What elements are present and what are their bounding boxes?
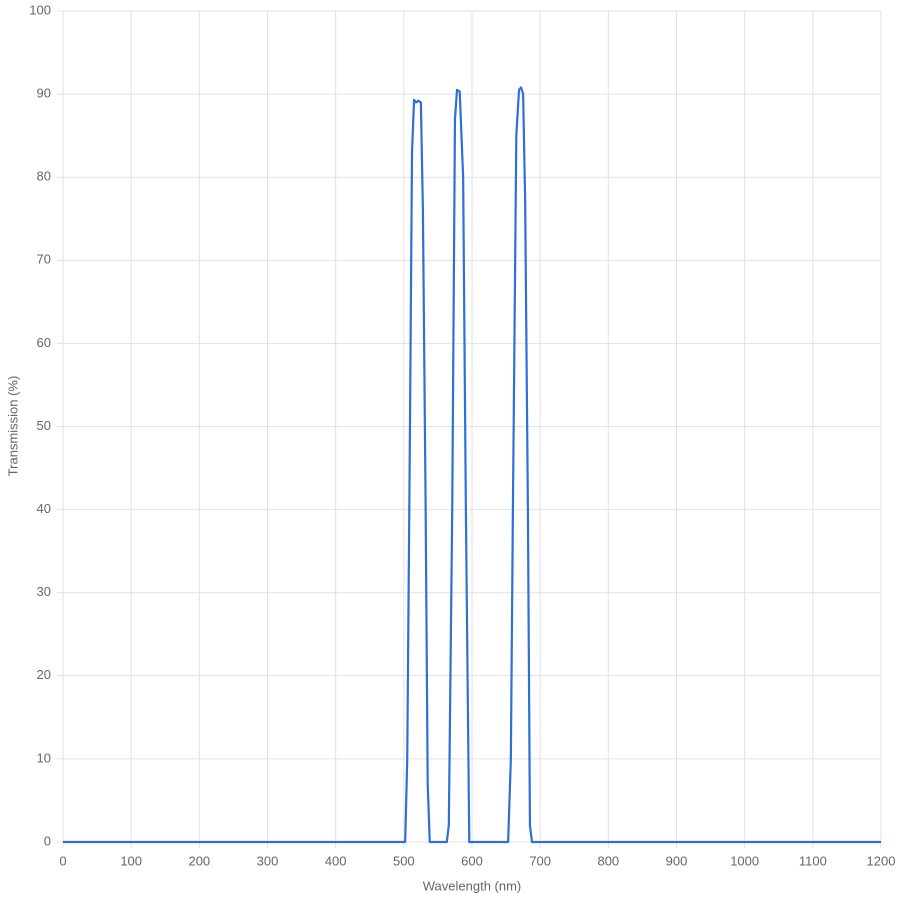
x-tick-label: 900	[666, 853, 688, 868]
x-tick-label: 300	[257, 853, 279, 868]
x-tick-label: 800	[597, 853, 619, 868]
y-tick-label: 10	[37, 750, 51, 765]
y-tick-label: 100	[29, 2, 51, 17]
x-tick-label: 600	[461, 853, 483, 868]
x-tick-label: 400	[325, 853, 347, 868]
x-tick-label: 0	[59, 853, 66, 868]
y-tick-label: 20	[37, 667, 51, 682]
x-tick-label: 200	[188, 853, 210, 868]
y-tick-label: 40	[37, 501, 51, 516]
x-axis-label: Wavelength (nm)	[423, 878, 522, 893]
y-tick-label: 0	[44, 833, 51, 848]
y-tick-label: 80	[37, 169, 51, 184]
y-tick-label: 70	[37, 252, 51, 267]
x-tick-label: 500	[393, 853, 415, 868]
x-tick-label: 1200	[867, 853, 896, 868]
x-tick-label: 1100	[799, 853, 827, 868]
x-tick-label: 1000	[730, 853, 759, 868]
y-tick-label: 60	[37, 335, 51, 350]
y-tick-label: 90	[37, 86, 51, 101]
y-tick-label: 30	[37, 584, 51, 599]
y-axis-label: Transmission (%)	[5, 376, 20, 477]
series-line	[63, 86, 881, 844]
y-tick-label: 50	[37, 418, 51, 433]
x-tick-label: 100	[120, 853, 142, 868]
x-tick-label: 700	[529, 853, 551, 868]
